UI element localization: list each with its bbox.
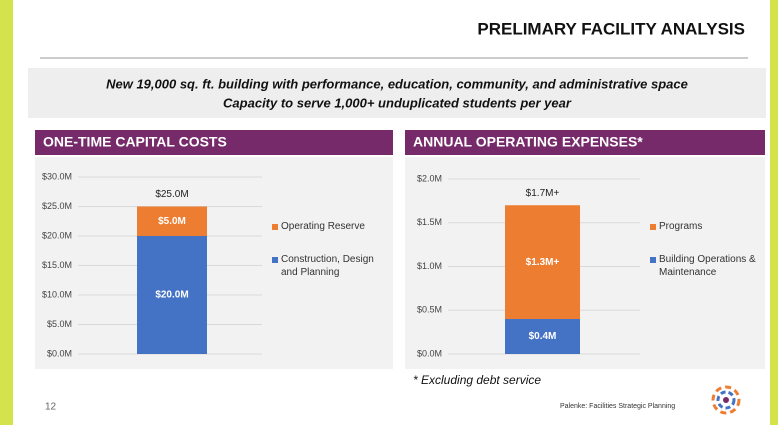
legend-label: Building Operations & Maintenance: [659, 254, 756, 278]
value-label: $0.4M: [529, 331, 557, 342]
bar-segment: [505, 319, 580, 354]
bar-segment: [137, 236, 207, 354]
legend-text-box: Building Operations & Maintenance: [659, 254, 756, 278]
y-tick-label: $10.0M: [42, 289, 72, 299]
legend-swatch: [650, 257, 656, 263]
logo: [711, 385, 741, 415]
footer: Palenke: Facilities Strategic Planning: [560, 403, 675, 410]
legend-label: Programs: [659, 221, 703, 232]
y-tick-label: $5.0M: [47, 319, 72, 329]
subtitle-line: Capacity to serve 1,000+ unduplicated st…: [223, 95, 572, 110]
y-tick-label: $0.0M: [47, 348, 72, 358]
y-tick-label: $15.0M: [42, 260, 72, 270]
chart-panel: [35, 157, 393, 369]
y-tick-label: $0.0M: [417, 348, 442, 358]
y-tick-label: $25.0M: [42, 201, 72, 211]
chart-title: ONE-TIME CAPITAL COSTS: [43, 134, 227, 150]
slide-title: PRELIMARY FACILITY ANALYSIS: [477, 19, 745, 38]
legend-text-box: Operating Reserve: [281, 221, 365, 232]
legend-swatch: [272, 224, 278, 230]
value-label: $5.0M: [158, 216, 186, 227]
y-tick-label: $1.0M: [417, 261, 442, 271]
subtitle-line: New 19,000 sq. ft. building with perform…: [106, 76, 688, 91]
y-tick-label: $30.0M: [42, 171, 72, 181]
value-label: $1.3M+: [526, 257, 560, 268]
legend-swatch: [272, 257, 278, 263]
logo-ring: [716, 390, 736, 410]
bar-segment: [137, 206, 207, 236]
chart-panel: [405, 157, 765, 369]
y-tick-label: $20.0M: [42, 230, 72, 240]
legend-text-box: Programs: [659, 221, 703, 232]
chart-title: ANNUAL OPERATING EXPENSES*: [413, 134, 643, 150]
legend-label: Construction, Design and Planning: [281, 254, 374, 278]
total-label: $25.0M: [155, 189, 188, 200]
chart-header: [35, 130, 393, 155]
y-tick-label: $2.0M: [417, 173, 442, 183]
y-tick-label: $0.5M: [417, 305, 442, 315]
subtitle-band: [28, 68, 766, 118]
footnote: * Excluding debt service: [413, 373, 541, 387]
value-label: $20.0M: [155, 290, 188, 301]
chart-header: [405, 130, 765, 155]
logo-dot: [723, 397, 729, 403]
total-label: $1.7M+: [526, 188, 560, 199]
legend-label: Operating Reserve: [281, 221, 365, 232]
legend-swatch: [650, 224, 656, 230]
y-tick-label: $1.5M: [417, 217, 442, 227]
bar-segment: [505, 205, 580, 319]
page-number: 12: [45, 402, 57, 413]
legend-text-box: Construction, Design and Planning: [281, 254, 374, 278]
logo-ring: [711, 385, 741, 415]
